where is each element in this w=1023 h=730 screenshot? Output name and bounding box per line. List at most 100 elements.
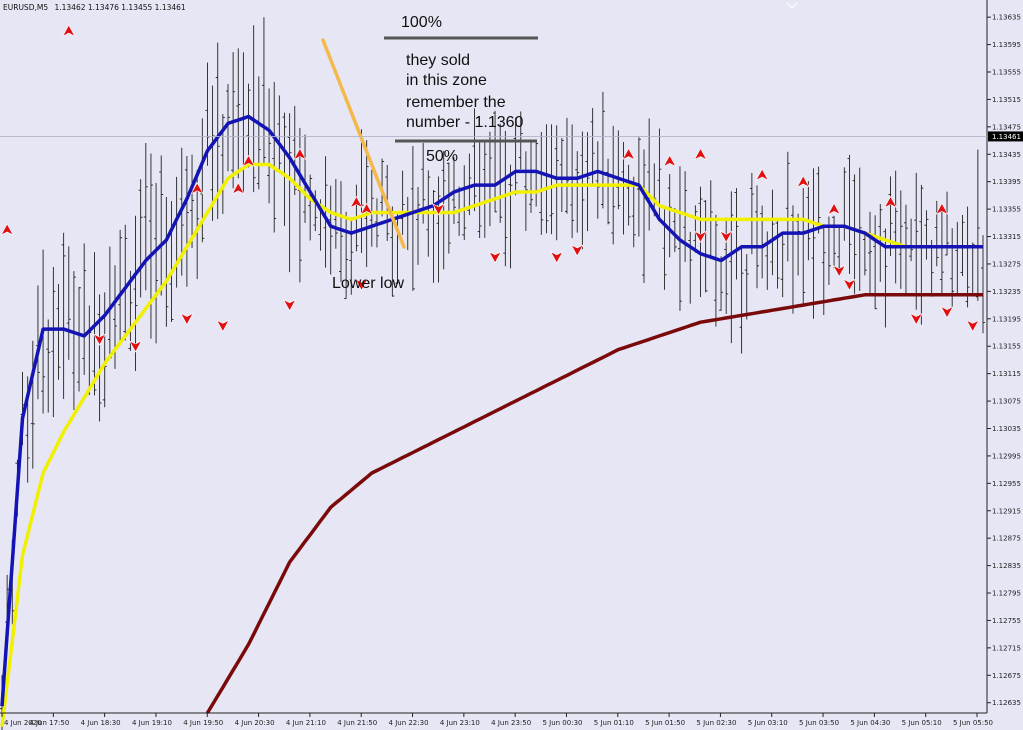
y-tick-label: 1.13235 xyxy=(992,288,1021,296)
symbol-label: EURUSD,M5 xyxy=(3,3,48,12)
fractal-down-arrow xyxy=(128,340,143,353)
y-tick-label: 1.13155 xyxy=(992,343,1021,351)
x-tick-label: 4 Jun 23:10 xyxy=(440,719,480,727)
moving-averages xyxy=(0,114,983,727)
y-tick-label: 1.13195 xyxy=(992,315,1021,323)
fractal-up-arrow xyxy=(662,154,677,168)
y-tick-label: 1.13075 xyxy=(992,398,1021,406)
y-tick-label: 1.12915 xyxy=(992,507,1021,515)
fractal-up-arrow xyxy=(62,24,76,37)
y-tick-label: 1.13635 xyxy=(992,14,1021,22)
fractal-down-arrow xyxy=(282,299,297,312)
x-tick-label: 4 Jun 22:30 xyxy=(389,719,429,727)
y-tick-label: 1.13315 xyxy=(992,233,1021,241)
x-tick-label: 4 Jun 23:50 xyxy=(491,719,531,727)
x-tick-label: 5 Jun 01:50 xyxy=(645,719,685,727)
fractal-up-arrow xyxy=(231,182,245,195)
annotation-text: 50% xyxy=(426,148,458,165)
x-tick-label: 5 Jun 03:50 xyxy=(799,719,839,727)
y-tick-label: 1.12955 xyxy=(992,480,1021,488)
y-tick-label: 1.13515 xyxy=(992,96,1021,104)
fractal-down-arrow xyxy=(570,244,584,257)
fractal-down-arrow xyxy=(940,305,954,319)
y-tick-label: 1.12875 xyxy=(992,535,1021,543)
ohlc-values: 1.13462 1.13476 1.13455 1.13461 xyxy=(54,3,185,12)
price-axis: 1.13635 1.13595 1.13555 1.13515 1.13475 1.134… xyxy=(0,14,1023,707)
annotation-text: 100% xyxy=(401,14,442,31)
series-line-0 xyxy=(0,114,983,707)
fractal-up-arrow xyxy=(359,202,374,216)
y-tick-label: 1.12715 xyxy=(992,644,1021,652)
series-line-1 xyxy=(0,162,983,727)
x-tick-label: 5 Jun 00:30 xyxy=(542,719,582,727)
x-tick-label: 4 Jun 21:50 xyxy=(337,719,377,727)
y-tick-label: 1.13115 xyxy=(992,370,1021,378)
fractal-down-arrow xyxy=(216,319,230,332)
y-tick-label: 1.12995 xyxy=(992,452,1021,460)
fractal-up-arrow xyxy=(0,223,14,236)
x-tick-label: 4 Jun 20:30 xyxy=(235,719,275,727)
y-tick-label: 1.13275 xyxy=(992,260,1021,268)
fractal-down-arrow xyxy=(719,230,733,243)
y-tick-label: 1.13475 xyxy=(992,123,1021,131)
swing-trendline xyxy=(321,38,406,249)
fractal-down-arrow xyxy=(842,278,857,291)
fractal-down-arrow xyxy=(966,319,980,332)
x-tick-label: 5 Jun 01:10 xyxy=(594,719,634,727)
fractal-up-arrow xyxy=(190,182,204,195)
ohlc-bars xyxy=(0,17,985,730)
x-tick-label: 5 Jun 05:10 xyxy=(902,719,942,727)
y-tick-label: 1.13355 xyxy=(992,206,1021,214)
annotation-text: remember the xyxy=(406,94,506,111)
x-tick-label: 4 Jun 19:50 xyxy=(183,719,223,727)
x-tick-label: 4 Jun 2020 xyxy=(4,719,42,727)
fractal-up-arrow xyxy=(827,202,841,216)
annotations: 100% they sold in this zone remember the num… xyxy=(321,14,538,292)
y-tick-label: 1.13395 xyxy=(992,178,1021,186)
y-tick-label: 1.13595 xyxy=(992,41,1021,49)
fractal-up-arrow xyxy=(293,147,307,161)
x-tick-label: 5 Jun 05:50 xyxy=(953,719,993,727)
annotation-text: number - 1.1360 xyxy=(406,114,524,131)
annotation-text: in this zone xyxy=(406,72,487,89)
y-tick-label: 1.12635 xyxy=(992,699,1021,707)
x-tick-label: 5 Jun 03:10 xyxy=(748,719,788,727)
chevron-down-icon[interactable] xyxy=(786,2,798,9)
fractal-up-arrow xyxy=(796,175,810,188)
fractal-down-arrow xyxy=(431,203,446,216)
y-tick-label: 1.12675 xyxy=(992,672,1021,680)
x-tick-label: 4 Jun 19:10 xyxy=(132,719,172,727)
fractal-up-arrow xyxy=(621,147,636,161)
x-tick-label: 5 Jun 02:30 xyxy=(696,719,736,727)
fractal-up-arrow xyxy=(241,154,256,168)
x-tick-label: 4 Jun 21:10 xyxy=(286,719,326,727)
y-tick-label: 1.12835 xyxy=(992,562,1021,570)
chart-header: EURUSD,M5 1.13462 1.13476 1.13455 1.1346… xyxy=(3,3,186,12)
y-tick-label: 1.12755 xyxy=(992,617,1021,625)
fractal-up-arrow xyxy=(349,195,364,209)
y-tick-label: 1.13435 xyxy=(992,151,1021,159)
fractal-up-arrow xyxy=(755,168,769,181)
x-tick-label: 4 Jun 17:50 xyxy=(29,719,69,727)
annotation-text: Lower low xyxy=(332,275,404,292)
fractal-down-arrow xyxy=(832,264,846,278)
fractal-down-arrow xyxy=(909,312,923,326)
x-tick-label: 4 Jun 18:30 xyxy=(81,719,121,727)
x-tick-label: 5 Jun 04:30 xyxy=(850,719,890,727)
fractal-down-arrow xyxy=(92,333,107,346)
fractal-up-arrow xyxy=(883,195,898,209)
annotation-text: they sold xyxy=(406,52,470,69)
fractal-down-arrow xyxy=(354,278,369,291)
fractal-down-arrow xyxy=(180,312,194,326)
fractal-up-arrow xyxy=(693,147,708,161)
y-tick-label: 1.13555 xyxy=(992,68,1021,76)
y-tick-label: 1.12795 xyxy=(992,590,1021,598)
fractal-down-arrow xyxy=(488,251,502,264)
series-line-2 xyxy=(205,293,983,714)
y-tick-label: 1.13035 xyxy=(992,425,1021,433)
fractal-arrows xyxy=(0,24,980,353)
